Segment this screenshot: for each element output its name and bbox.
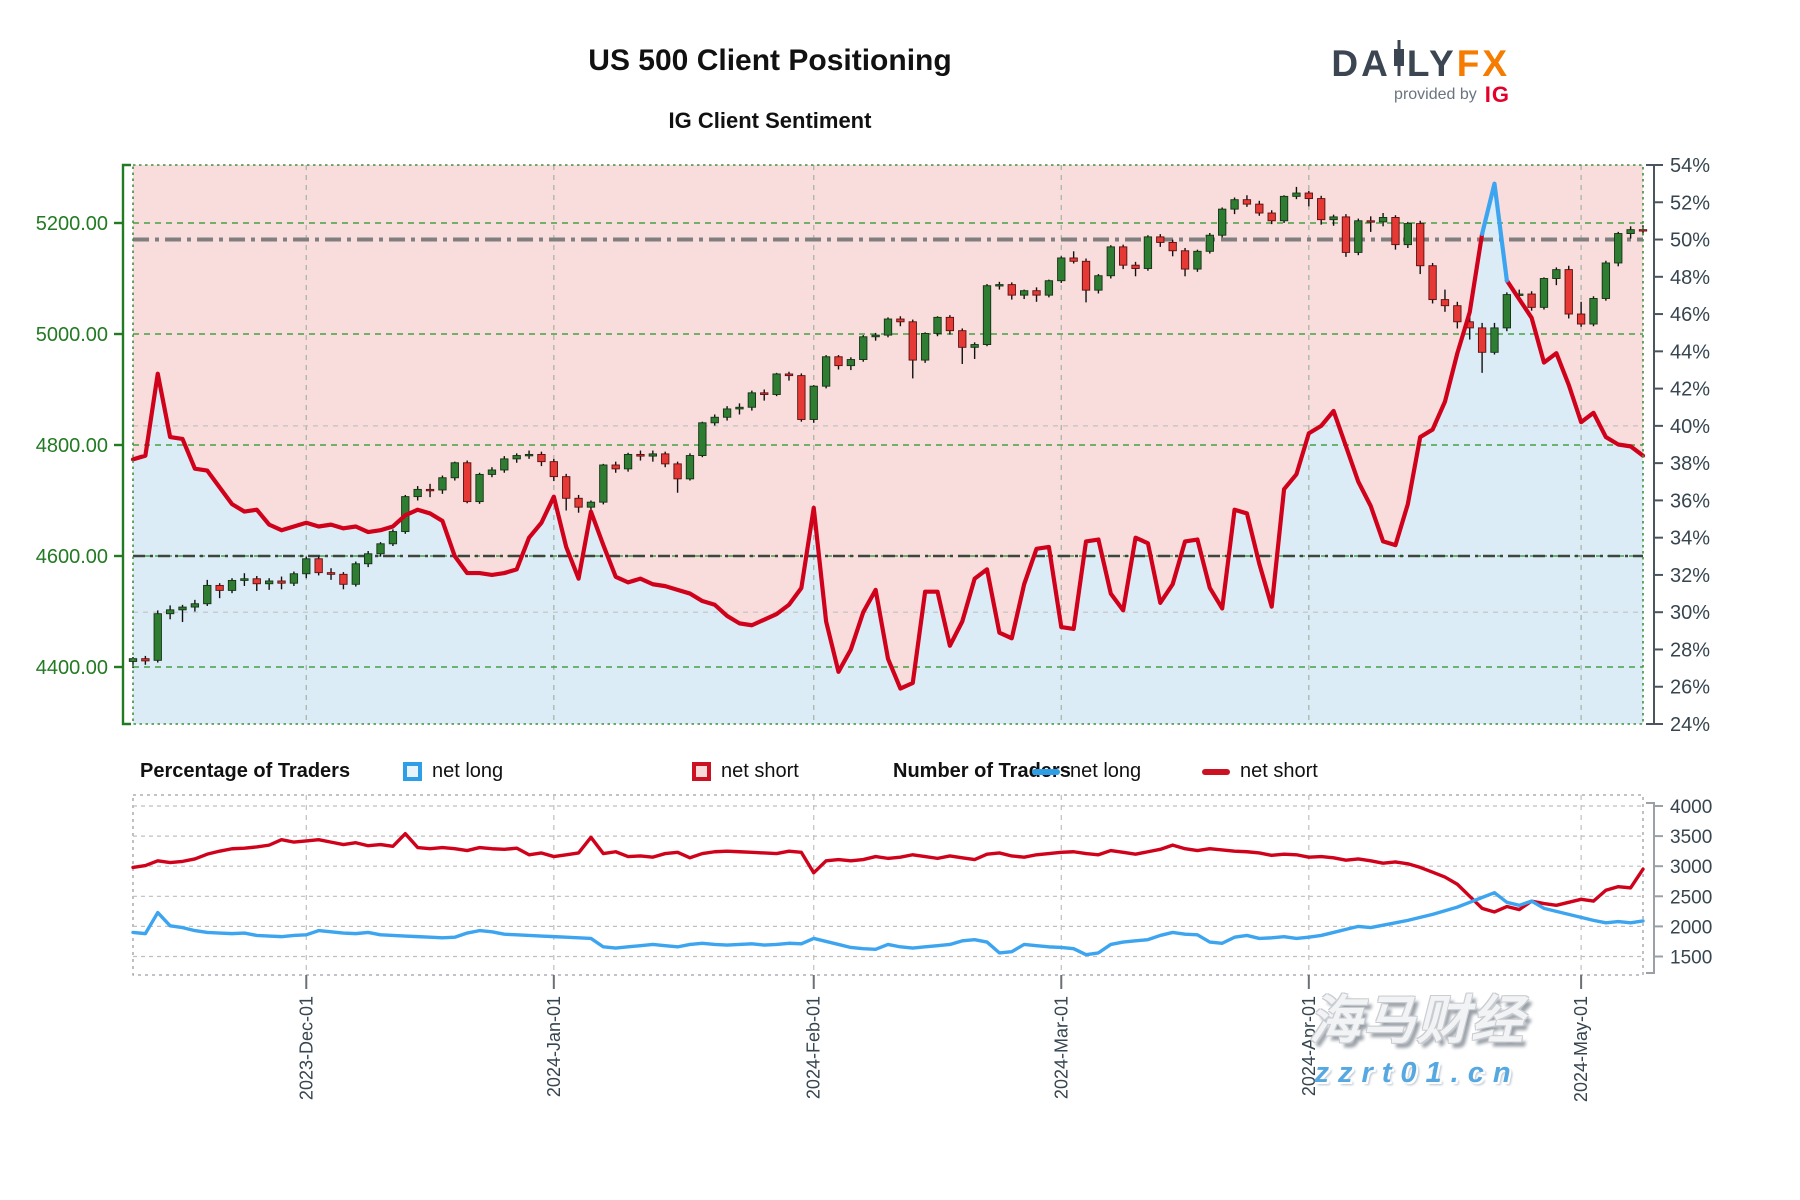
price-axis: 5200.00 5000.00 4800.00 4600.00 4400.00 [36, 163, 131, 726]
net-short-fill-area [133, 165, 1643, 689]
count-tick-label: 3500 [1670, 827, 1712, 848]
price-tick-label: 4400.00 [36, 657, 108, 679]
pct-axis: 54% 52% 50% 48% 46% 44% 42% 40% 38% 36% 34% 32% 30% 2… [1646, 155, 1710, 736]
pct-tick-label: 36% [1670, 490, 1710, 512]
logo-text-fx: FX [1456, 43, 1510, 84]
legend-pct-net-short: net short [692, 760, 799, 783]
date-tick-label: 2024-Feb-01 [804, 996, 824, 1099]
logo-text-left: DA [1331, 43, 1391, 84]
legend-pct-title: Percentage of Traders [140, 760, 351, 782]
net-long-pct-line [1479, 181, 1509, 283]
net-long-label: net long [432, 760, 504, 782]
pct-tick-label: 30% [1670, 602, 1710, 624]
net-short-pct-line [130, 231, 1646, 691]
logo-candlestick-icon [1393, 40, 1405, 82]
net-short-label: net short [721, 760, 799, 782]
provided-by-label: provided by [1394, 86, 1477, 103]
net-short-pct-segment-b [1504, 278, 1646, 458]
net-long-label-2: net long [1070, 760, 1142, 782]
pct-tick-label: 26% [1670, 677, 1710, 699]
net-long-line-icon [1032, 768, 1060, 775]
pct-tick-label: 50% [1670, 230, 1710, 252]
count-tick-label: 2500 [1670, 887, 1712, 908]
legend-num-title: Number of Traders [893, 760, 1071, 782]
net-long-count-line [131, 890, 1645, 957]
net-short-label-2: net short [1240, 760, 1318, 782]
chart-subtitle: IG Client Sentiment [668, 108, 872, 133]
pct-tick-label: 38% [1670, 453, 1710, 475]
pct-tick-label: 40% [1670, 416, 1710, 438]
price-tick-label: 4600.00 [36, 546, 108, 568]
net-short-count-line [131, 831, 1645, 914]
chart-legend: Percentage of Traders net long net short… [0, 756, 1800, 796]
logo-text-right: LY [1406, 43, 1457, 84]
net-long-swatch-icon [403, 762, 422, 781]
candles-layer [128, 186, 1648, 669]
pct-tick-label: 46% [1670, 304, 1710, 326]
dailyfx-logo: DA LY FX [1331, 40, 1510, 82]
watermark: 海马财经 zzrt01.cn [1252, 978, 1582, 1090]
date-tick-label: 2024-May-01 [1571, 996, 1591, 1102]
ig-logo: IG [1484, 82, 1510, 107]
pct-tick-label: 24% [1670, 714, 1710, 736]
provided-by-row: provided by IG [1394, 82, 1510, 108]
legend-num-net-short: net short [1202, 760, 1318, 783]
watermark-url-text: zzrt01.cn [1314, 1057, 1520, 1089]
net-long-pct-spike [1479, 181, 1509, 283]
count-tick-label: 4000 [1670, 797, 1712, 818]
date-tick-label: 2024-Jan-01 [544, 996, 564, 1097]
legend-pct-net-long: net long [403, 760, 503, 783]
pct-tick-label: 32% [1670, 565, 1710, 587]
price-tick-label: 4800.00 [36, 435, 108, 457]
pct-tick-label: 28% [1670, 639, 1710, 661]
page-title: US 500 Client Positioning [588, 44, 952, 77]
pct-tick-label: 52% [1670, 192, 1710, 214]
pct-tick-label: 48% [1670, 267, 1710, 289]
count-tick-label: 3000 [1670, 857, 1712, 878]
pct-tick-label: 44% [1670, 341, 1710, 363]
pct-tick-label: 42% [1670, 379, 1710, 401]
pct-tick-label: 54% [1670, 155, 1710, 177]
net-short-swatch-icon [692, 762, 711, 781]
date-tick-label: 2024-Mar-01 [1051, 996, 1071, 1099]
net-short-line-icon [1202, 768, 1230, 775]
main-chart-border [132, 164, 1644, 725]
date-axis-labels: 2023-Dec-01 2024-Jan-01 2024-Feb-01 2024-Ma… [296, 996, 1591, 1102]
traders-count-panel: 4000 3500 3000 2500 2000 1500 [131, 794, 1712, 989]
legend-num-net-long: net long [1032, 760, 1141, 783]
price-tick-label: 5200.00 [36, 213, 108, 235]
count-tick-label: 1500 [1670, 948, 1712, 969]
date-tick-label: 2024-Apr-01 [1299, 996, 1319, 1096]
count-tick-label: 2000 [1670, 917, 1712, 938]
net-short-pct-segment-a [130, 231, 1485, 691]
watermark-cjk-text: 海马财经 [1308, 992, 1525, 1050]
pct-tick-label: 34% [1670, 528, 1710, 550]
date-tick-label: 2023-Dec-01 [296, 996, 316, 1100]
price-tick-label: 5000.00 [36, 324, 108, 346]
